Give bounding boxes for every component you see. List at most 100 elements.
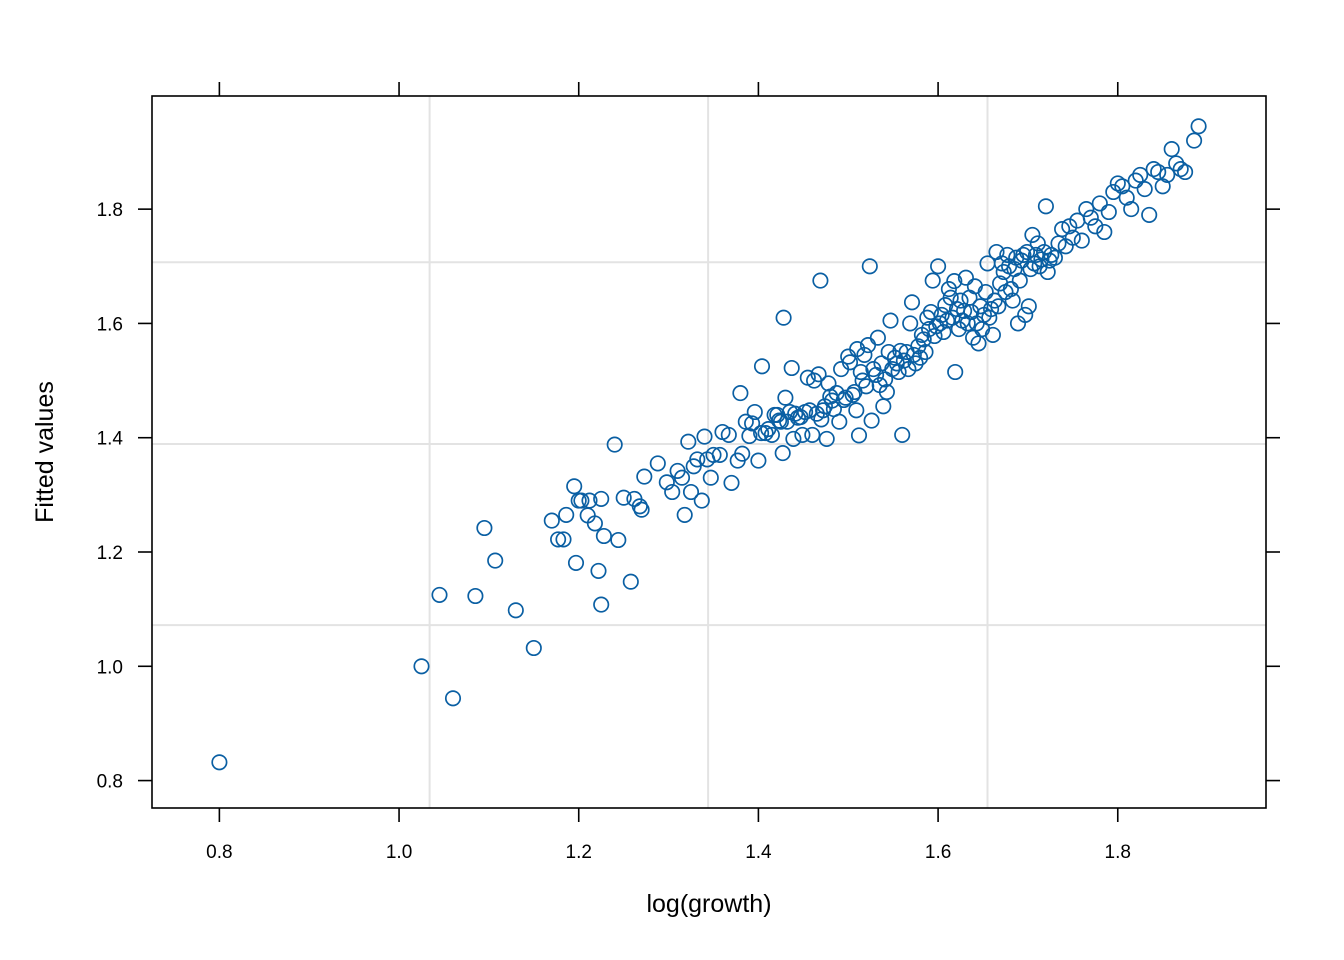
tick-labels: 0.8 1.0 1.2 1.4 1.6 1.8 0.8 1.0 1.2 1.4 1.6 1.8 bbox=[97, 200, 1131, 863]
data-point bbox=[1118, 189, 1135, 206]
data-point bbox=[567, 554, 585, 571]
data-point bbox=[903, 294, 921, 311]
data-point bbox=[1037, 198, 1054, 215]
data-point bbox=[1186, 132, 1203, 149]
data-point bbox=[785, 430, 802, 447]
data-point bbox=[810, 366, 827, 383]
data-point bbox=[595, 527, 612, 545]
data-point bbox=[1015, 246, 1032, 263]
data-point bbox=[1177, 163, 1194, 181]
plot-frame bbox=[151, 95, 1267, 809]
data-point bbox=[211, 754, 228, 771]
x-tick-label: 1.2 bbox=[566, 842, 592, 863]
data-point bbox=[444, 690, 462, 707]
data-point bbox=[1078, 201, 1095, 218]
data-point bbox=[1027, 246, 1045, 263]
data-point bbox=[940, 281, 957, 298]
data-point bbox=[841, 354, 859, 371]
data-point bbox=[922, 303, 939, 321]
data-point bbox=[774, 445, 791, 462]
data-point bbox=[947, 363, 964, 381]
data-point bbox=[957, 269, 974, 286]
data-point bbox=[1031, 258, 1048, 275]
data-point bbox=[590, 562, 607, 579]
data-point bbox=[543, 512, 560, 529]
data-point bbox=[1002, 281, 1019, 298]
data-point bbox=[983, 301, 1000, 318]
data-points bbox=[211, 118, 1207, 771]
x-tick-label: 1.4 bbox=[745, 842, 772, 863]
data-point bbox=[861, 258, 878, 275]
data-point bbox=[1145, 161, 1162, 178]
x-tick-label: 1.8 bbox=[1105, 842, 1131, 863]
data-point bbox=[977, 283, 994, 301]
data-point bbox=[586, 515, 603, 532]
data-point bbox=[852, 363, 869, 381]
data-point bbox=[566, 478, 583, 495]
data-point bbox=[1096, 223, 1113, 241]
data-point bbox=[1141, 206, 1158, 223]
data-point bbox=[804, 426, 821, 443]
data-point bbox=[1154, 178, 1171, 195]
data-point bbox=[924, 272, 941, 289]
data-point bbox=[1024, 226, 1041, 243]
data-point bbox=[750, 452, 767, 469]
data-point bbox=[1054, 221, 1071, 238]
y-tick-label: 1.6 bbox=[97, 314, 123, 335]
data-point bbox=[820, 375, 837, 392]
data-point bbox=[959, 315, 976, 332]
data-point bbox=[907, 355, 924, 372]
data-point bbox=[746, 403, 763, 421]
data-point bbox=[818, 430, 835, 447]
data-point bbox=[981, 309, 998, 326]
data-point bbox=[753, 358, 771, 375]
data-point bbox=[1087, 218, 1104, 235]
data-point bbox=[413, 658, 430, 675]
data-point bbox=[1168, 155, 1185, 172]
data-point bbox=[1064, 229, 1081, 246]
data-point bbox=[673, 469, 691, 486]
data-point bbox=[850, 427, 868, 444]
data-point bbox=[633, 501, 650, 518]
data-point bbox=[1091, 195, 1108, 212]
data-point bbox=[915, 331, 932, 348]
data-point bbox=[581, 492, 598, 509]
data-point bbox=[693, 492, 710, 509]
data-point bbox=[1020, 298, 1037, 315]
data-point bbox=[777, 389, 794, 406]
data-point bbox=[946, 273, 963, 290]
data-point bbox=[550, 531, 567, 548]
data-point bbox=[741, 427, 758, 445]
data-point bbox=[1190, 118, 1207, 135]
data-point bbox=[487, 552, 504, 569]
y-axis-title: Fitted values bbox=[31, 381, 59, 523]
data-point bbox=[966, 278, 983, 295]
data-point bbox=[1114, 178, 1131, 195]
data-point bbox=[844, 386, 861, 403]
x-tick-label: 0.8 bbox=[206, 842, 232, 863]
data-point bbox=[999, 246, 1016, 263]
data-point bbox=[772, 413, 789, 430]
data-point bbox=[696, 428, 713, 445]
axis-ticks bbox=[138, 82, 1280, 822]
data-point bbox=[878, 383, 895, 401]
data-point bbox=[771, 412, 788, 429]
data-point bbox=[837, 389, 854, 406]
data-point bbox=[649, 455, 666, 472]
data-point bbox=[711, 446, 728, 463]
data-point bbox=[835, 391, 852, 409]
data-point bbox=[952, 292, 969, 309]
data-point bbox=[682, 483, 700, 501]
data-point bbox=[801, 402, 818, 419]
data-point bbox=[1018, 243, 1036, 261]
data-point bbox=[848, 402, 865, 419]
data-point bbox=[525, 639, 542, 657]
data-point bbox=[702, 469, 719, 486]
data-point bbox=[869, 329, 886, 346]
data-point bbox=[984, 326, 1001, 343]
data-point bbox=[1039, 263, 1056, 281]
data-point bbox=[676, 506, 693, 523]
data-point bbox=[431, 586, 448, 603]
data-point bbox=[593, 596, 610, 613]
